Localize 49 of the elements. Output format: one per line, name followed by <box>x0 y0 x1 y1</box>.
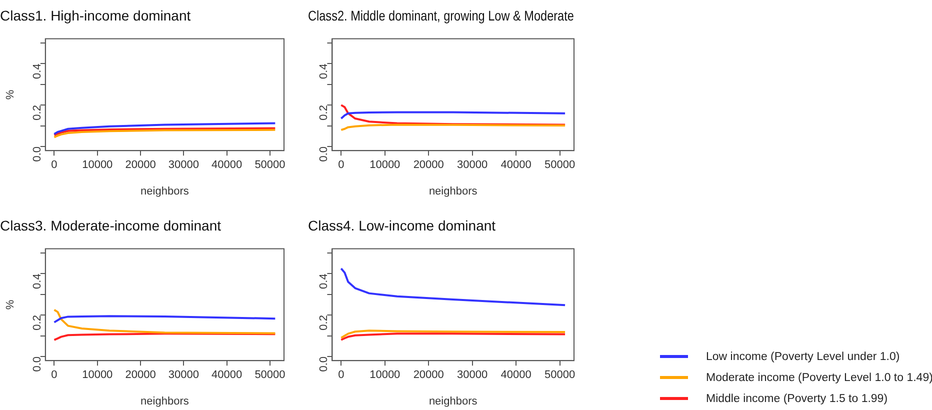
x-axis-title: neighbors <box>140 395 190 408</box>
x-tick-label: 30000 <box>168 159 199 172</box>
x-tick-label: 0 <box>338 159 344 172</box>
x-tick-label: 40000 <box>500 159 532 172</box>
x-tick-label: 20000 <box>413 159 444 172</box>
x-tick-label: 10000 <box>82 369 113 382</box>
y-tick-label: 0.4 <box>31 64 44 79</box>
x-tick-label: 10000 <box>370 369 400 382</box>
x-tick-label: 20000 <box>125 159 156 172</box>
x-axis-title: neighbors <box>140 185 190 198</box>
x-tick-label: 30000 <box>457 369 488 382</box>
chart-title: Class1. High-income dominant <box>0 7 191 24</box>
legend-label: Middle income (Poverty 1.5 to 1.99) <box>706 392 888 404</box>
x-tick-label: 20000 <box>413 369 444 382</box>
legend-label: Moderate income (Poverty Level 1.0 to 1.49) <box>706 372 932 384</box>
x-tick-label: 50000 <box>254 369 286 382</box>
x-tick-label: 0 <box>51 369 58 382</box>
y-tick-label: 0.0 <box>318 146 330 162</box>
x-tick-label: 10000 <box>82 159 113 172</box>
y-tick-label: 0.0 <box>31 356 44 372</box>
y-tick-label: 0.0 <box>31 146 44 162</box>
x-tick-label: 50000 <box>544 159 576 172</box>
x-tick-label: 0 <box>338 369 344 382</box>
x-tick-label: 10000 <box>370 159 400 172</box>
y-tick-label: 0.4 <box>318 64 330 79</box>
x-tick-label: 50000 <box>544 369 576 382</box>
y-axis-title: % <box>4 90 17 100</box>
chart-title: Class3. Moderate-income dominant <box>0 217 222 234</box>
x-tick-label: 20000 <box>125 369 156 382</box>
y-tick-label: 0.2 <box>318 315 330 330</box>
x-tick-label: 40000 <box>212 159 242 172</box>
legend-label: Low income (Poverty Level under 1.0) <box>706 350 900 362</box>
x-tick-label: 40000 <box>212 369 242 382</box>
x-tick-label: 40000 <box>500 369 532 382</box>
chart-title: Class2. Middle dominant, growing Low & Moderate <box>308 7 574 24</box>
y-tick-label: 0.0 <box>318 356 330 372</box>
y-tick-label: 0.2 <box>31 315 44 330</box>
x-tick-label: 0 <box>51 159 58 172</box>
x-tick-label: 50000 <box>254 159 286 172</box>
y-axis-title: % <box>4 300 17 310</box>
y-tick-label: 0.4 <box>318 274 330 289</box>
x-tick-label: 30000 <box>457 159 488 172</box>
chart-title: Class4. Low-income dominant <box>308 217 496 234</box>
x-axis-title: neighbors <box>428 395 478 408</box>
y-tick-label: 0.2 <box>318 105 330 120</box>
y-tick-label: 0.4 <box>31 274 44 289</box>
x-tick-label: 30000 <box>168 369 199 382</box>
y-tick-label: 0.2 <box>31 105 44 120</box>
x-axis-title: neighbors <box>428 185 478 198</box>
